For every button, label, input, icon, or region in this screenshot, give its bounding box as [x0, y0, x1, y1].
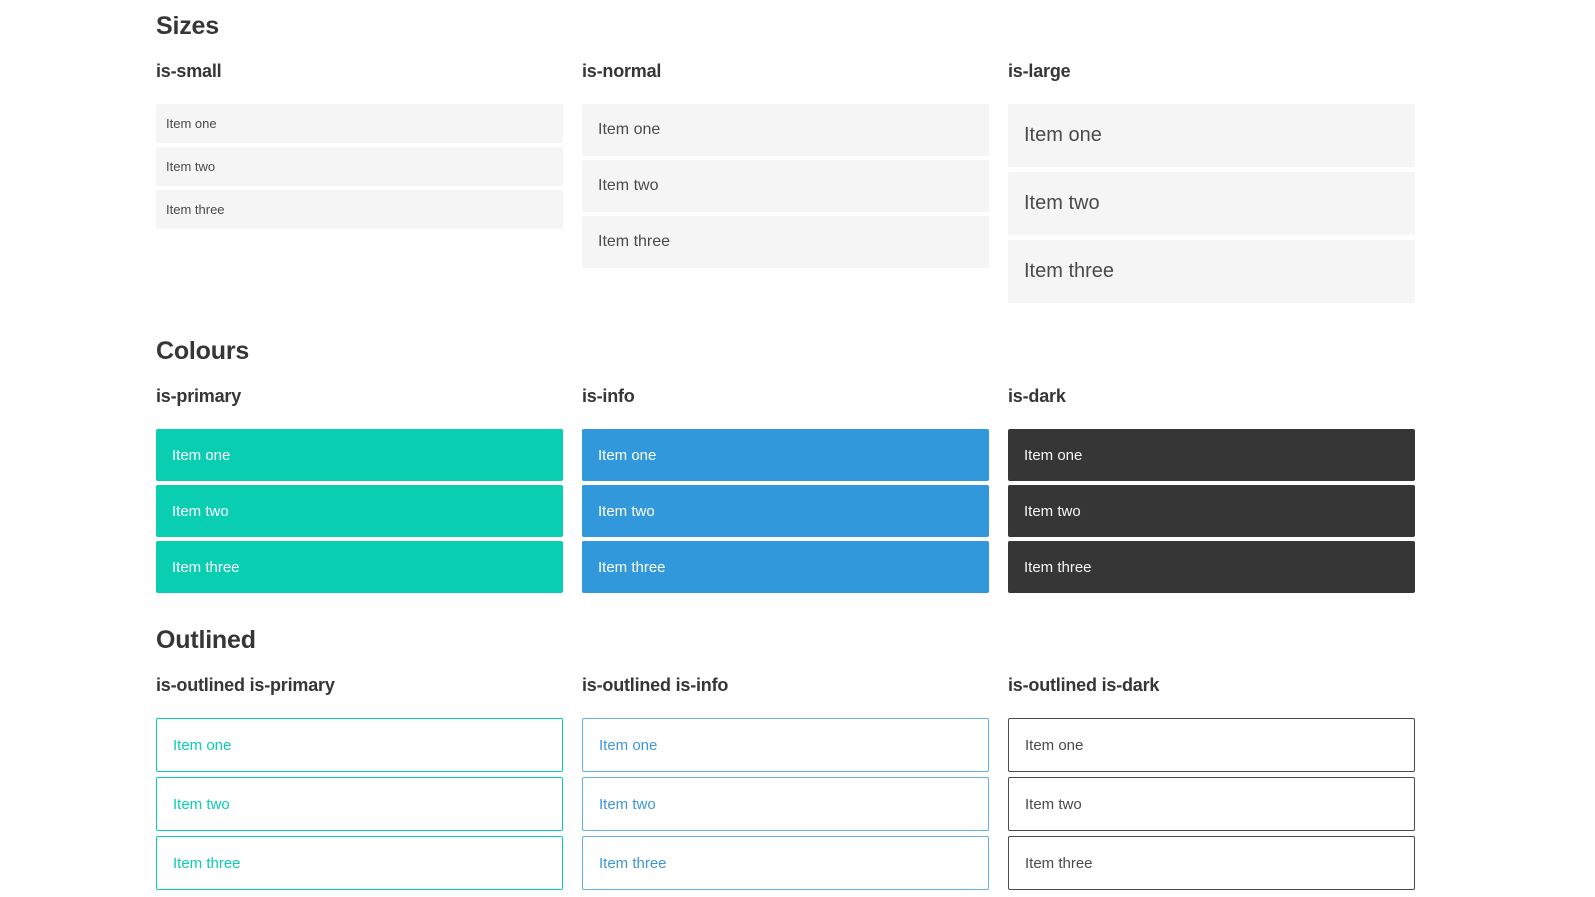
list-item[interactable]: Item two	[582, 777, 989, 831]
section-sizes-title: Sizes	[156, 12, 219, 40]
group-is-primary: is-primary Item one Item two Item three	[156, 386, 563, 597]
colours-row: is-primary Item one Item two Item three …	[156, 386, 1415, 597]
list-item[interactable]: Item two	[582, 485, 989, 537]
group-label-is-primary: is-primary	[156, 386, 242, 406]
list-item[interactable]: Item three	[582, 836, 989, 890]
list-large: Item one Item two Item three	[1008, 104, 1415, 303]
section-outlined-title: Outlined	[156, 626, 256, 654]
list-item[interactable]: Item one	[582, 718, 989, 772]
group-is-large: is-large Item one Item two Item three	[1008, 61, 1415, 308]
list-item[interactable]: Item one	[582, 104, 989, 156]
list-item[interactable]: Item two	[582, 160, 989, 212]
list-outlined-dark: Item one Item two Item three	[1008, 718, 1415, 890]
list-item[interactable]: Item two	[156, 147, 563, 186]
group-label-is-large: is-large	[1008, 61, 1071, 81]
list-outlined-info: Item one Item two Item three	[582, 718, 989, 890]
list-item[interactable]: Item two	[156, 485, 563, 537]
list-item[interactable]: Item three	[1008, 836, 1415, 890]
sizes-row: is-small Item one Item two Item three is…	[156, 61, 1415, 308]
list-primary: Item one Item two Item three	[156, 429, 563, 593]
list-item[interactable]: Item three	[1008, 240, 1415, 303]
group-outlined-dark: is-outlined is-dark Item one Item two It…	[1008, 675, 1415, 895]
group-label-is-dark: is-dark	[1008, 386, 1066, 406]
list-item[interactable]: Item three	[1008, 541, 1415, 593]
list-item[interactable]: Item three	[582, 216, 989, 268]
list-item[interactable]: Item one	[156, 429, 563, 481]
list-outlined-primary: Item one Item two Item three	[156, 718, 563, 890]
group-is-dark: is-dark Item one Item two Item three	[1008, 386, 1415, 597]
group-label-is-small: is-small	[156, 61, 222, 81]
list-small: Item one Item two Item three	[156, 104, 563, 229]
group-is-small: is-small Item one Item two Item three	[156, 61, 563, 233]
group-label-is-info: is-info	[582, 386, 635, 406]
list-normal: Item one Item two Item three	[582, 104, 989, 268]
group-label-outlined-info: is-outlined is-info	[582, 675, 729, 695]
group-is-normal: is-normal Item one Item two Item three	[582, 61, 989, 272]
list-item[interactable]: Item two	[1008, 485, 1415, 537]
list-item[interactable]: Item two	[1008, 172, 1415, 235]
list-item[interactable]: Item one	[582, 429, 989, 481]
list-info: Item one Item two Item three	[582, 429, 989, 593]
section-colours: Colours is-primary Item one Item two Ite…	[156, 337, 1415, 597]
section-outlined: Outlined is-outlined is-primary Item one…	[156, 626, 1415, 895]
group-outlined-primary: is-outlined is-primary Item one Item two…	[156, 675, 563, 895]
section-colours-title: Colours	[156, 337, 250, 365]
list-item[interactable]: Item one	[1008, 429, 1415, 481]
section-sizes: Sizes is-small Item one Item two Item th…	[156, 12, 1415, 308]
list-item[interactable]: Item three	[156, 190, 563, 229]
list-item[interactable]: Item one	[156, 104, 563, 143]
group-label-outlined-primary: is-outlined is-primary	[156, 675, 335, 695]
group-is-info: is-info Item one Item two Item three	[582, 386, 989, 597]
group-label-outlined-dark: is-outlined is-dark	[1008, 675, 1160, 695]
list-item[interactable]: Item three	[156, 836, 563, 890]
list-item[interactable]: Item two	[1008, 777, 1415, 831]
list-item[interactable]: Item three	[582, 541, 989, 593]
list-item[interactable]: Item one	[1008, 718, 1415, 772]
list-item[interactable]: Item two	[156, 777, 563, 831]
list-item[interactable]: Item one	[156, 718, 563, 772]
group-outlined-info: is-outlined is-info Item one Item two It…	[582, 675, 989, 895]
list-dark: Item one Item two Item three	[1008, 429, 1415, 593]
list-item[interactable]: Item three	[156, 541, 563, 593]
group-label-is-normal: is-normal	[582, 61, 662, 81]
outlined-row: is-outlined is-primary Item one Item two…	[156, 675, 1415, 895]
list-item[interactable]: Item one	[1008, 104, 1415, 167]
